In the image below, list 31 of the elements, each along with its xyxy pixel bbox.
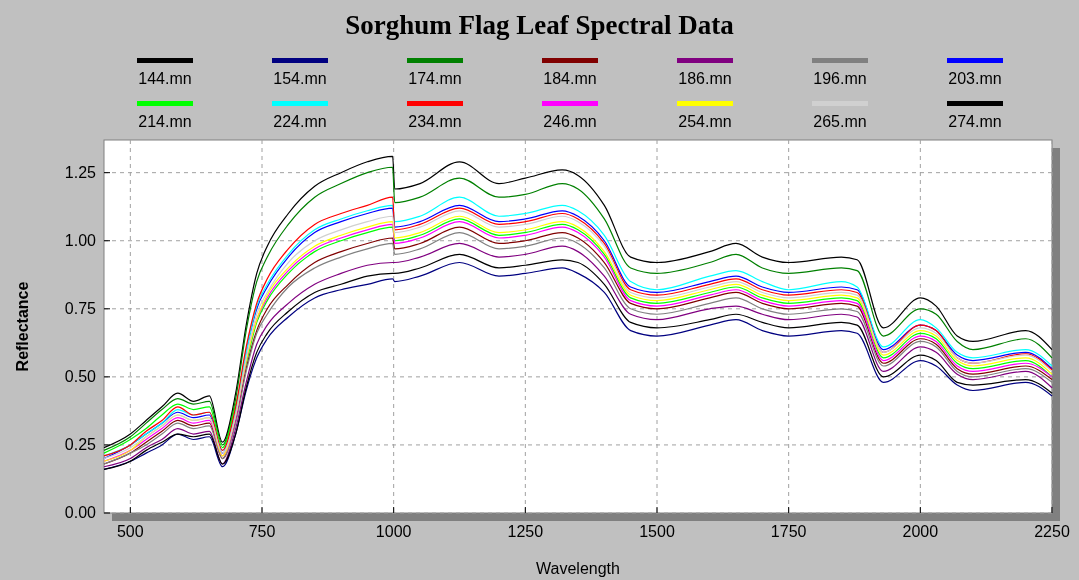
x-tick-label: 2250 [1034,523,1070,540]
legend-label: 186.mn [678,70,732,87]
legend-label: 154.mn [273,70,327,87]
chart-title: Sorghum Flag Leaf Spectral Data [345,10,735,40]
y-tick-label: 1.00 [64,231,97,249]
y-tick-label: 0.50 [64,367,97,385]
legend-label: 174.mn [408,70,462,87]
x-tick-label: 1750 [770,523,807,540]
legend-label: 203.mn [948,70,1002,87]
y-tick-label: 0.75 [64,299,97,317]
y-tick-label: 1.25 [64,163,97,181]
x-tick-label: 1500 [639,523,675,540]
legend-label: 254.mn [678,113,732,130]
legend-label: 144.mn [138,70,192,87]
x-tick-label: 750 [248,523,276,540]
legend-label: 184.mn [543,70,597,87]
y-tick-label: 0.00 [64,504,97,521]
legend-label: 265.mn [813,113,867,130]
x-tick-label: 500 [116,523,144,540]
legend-label: 274.mn [948,113,1002,130]
y-axis-title: Reflectance [14,281,31,372]
legend-label: 246.mn [543,113,597,130]
y-tick-label: 0.25 [64,435,97,453]
legend-label: 234.mn [408,113,462,130]
legend-label: 224.mn [273,113,327,130]
legend-label: 214.mn [138,113,192,130]
x-tick-label: 1000 [375,523,412,540]
x-tick-label: 1250 [507,523,544,540]
x-axis-title: Wavelength [536,560,620,577]
legend-label: 196.mn [813,70,867,87]
x-tick-label: 2000 [902,523,939,540]
